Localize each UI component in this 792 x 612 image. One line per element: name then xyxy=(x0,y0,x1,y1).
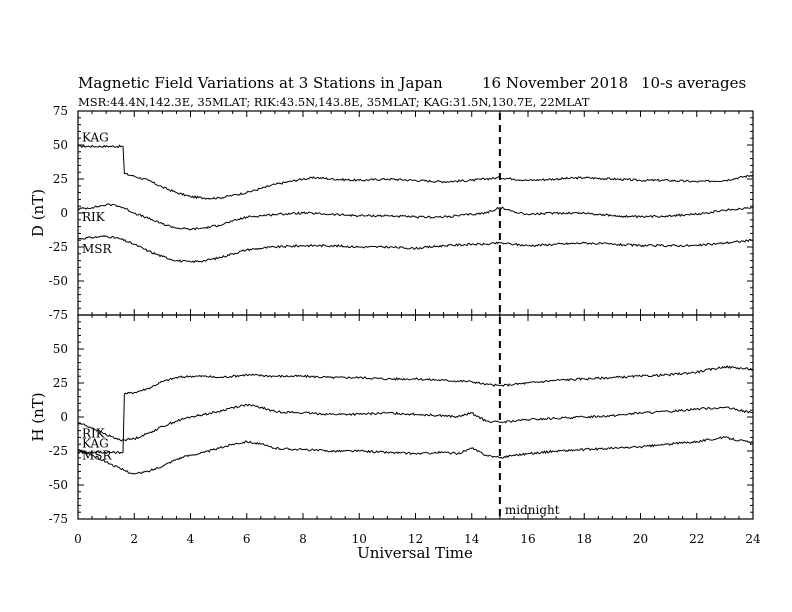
panel-frame xyxy=(77,110,754,316)
x-tick-label: 12 xyxy=(408,532,423,546)
series-label-msr: MSR xyxy=(82,449,113,463)
y-tick-label: -50 xyxy=(49,478,68,492)
x-tick-label: 0 xyxy=(74,532,82,546)
x-tick-label: 24 xyxy=(745,532,761,546)
x-tick-label: 2 xyxy=(130,532,138,546)
y-tick-label: 25 xyxy=(53,376,68,390)
x-tick-label: 6 xyxy=(243,532,251,546)
series-label-kag: KAG xyxy=(82,436,109,450)
y-tick-label: 0 xyxy=(60,206,68,220)
chart-averaging: 10-s averages xyxy=(641,74,746,92)
y-tick-label: -75 xyxy=(49,512,68,526)
y-tick-label: 50 xyxy=(53,342,68,356)
series-label-msr: MSR xyxy=(82,242,113,256)
series-label-rik: RIK xyxy=(82,426,106,440)
y-tick-label: -25 xyxy=(49,240,68,254)
x-tick-label: 14 xyxy=(464,532,480,546)
x-tick-label: 4 xyxy=(187,532,195,546)
x-tick-label: 10 xyxy=(352,532,367,546)
panel-frame xyxy=(77,314,754,520)
x-axis-label: Universal Time xyxy=(357,544,473,562)
y-tick-label: 50 xyxy=(53,138,68,152)
y-tick-label: -50 xyxy=(49,274,68,288)
x-tick-label: 18 xyxy=(577,532,592,546)
y-tick-label: -25 xyxy=(49,444,68,458)
panel-d: 75 50 25 0 -25 -50 -75 D (nT) KAG RIK MSR xyxy=(29,104,754,322)
x-tick-label: 20 xyxy=(633,532,648,546)
y-axis-label: D (nT) xyxy=(29,189,47,237)
chart-title: Magnetic Field Variations at 3 Stations … xyxy=(78,74,443,92)
x-axis: 0 2 4 6 8 10 12 14 16 18 20 22 24 xyxy=(74,532,761,546)
chart-date: 16 November 2018 xyxy=(482,74,628,92)
x-tick-label: 22 xyxy=(689,532,704,546)
series-line-kag xyxy=(77,144,754,200)
series-line-msr xyxy=(78,234,754,264)
station-coordinates: MSR:44.4N,142.3E, 35MLAT; RIK:43.5N,143.… xyxy=(78,95,590,109)
series-label-kag: KAG xyxy=(82,130,109,144)
y-tick-label: 0 xyxy=(60,410,68,424)
y-axis-label: H (nT) xyxy=(29,392,47,441)
x-tick-label: 16 xyxy=(520,532,535,546)
x-tick-label: 8 xyxy=(299,532,307,546)
y-tick-label: 25 xyxy=(53,172,68,186)
y-tick-label: -75 xyxy=(49,308,68,322)
series-label-rik: RIK xyxy=(82,210,106,224)
midnight-marker-label: midnight xyxy=(505,503,560,517)
series-line-kag xyxy=(77,364,754,455)
series-line-rik xyxy=(77,403,754,442)
y-tick-label: 75 xyxy=(53,104,68,118)
series-line-msr xyxy=(77,435,754,475)
series-line-rik xyxy=(77,203,754,231)
